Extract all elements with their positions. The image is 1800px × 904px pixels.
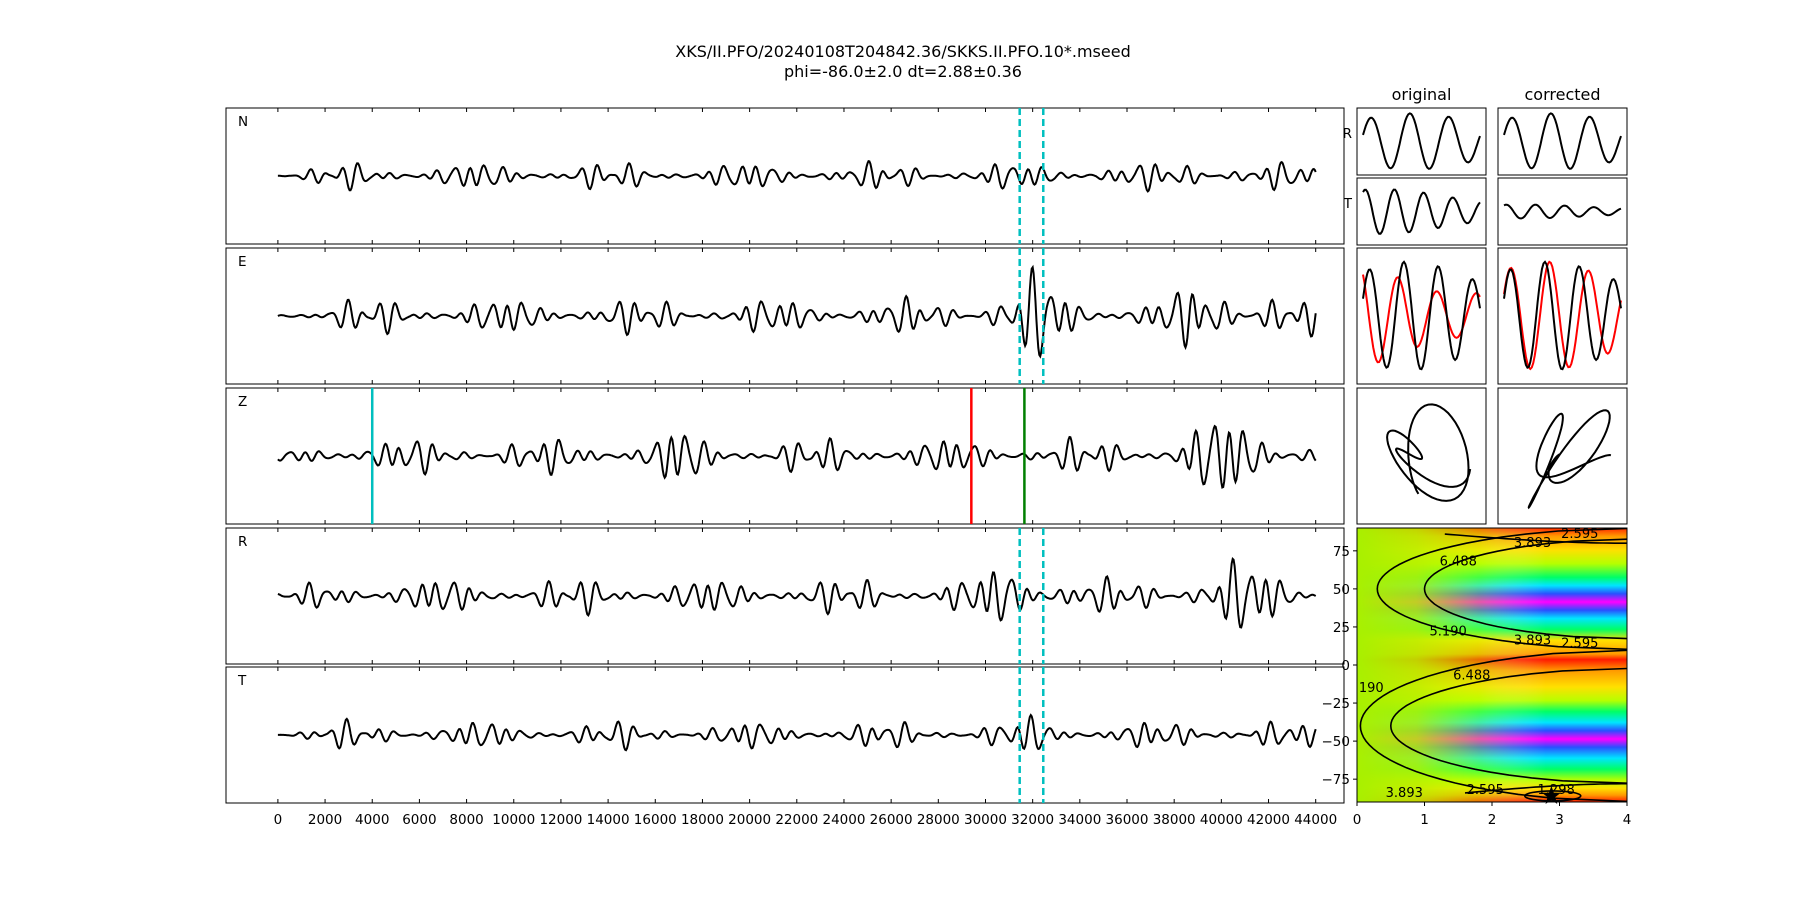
- contour-label: 6.488: [1453, 669, 1490, 684]
- pm-r-trace-1: [1503, 112, 1622, 170]
- pm-row-label-R: R: [1343, 126, 1352, 142]
- pm-hodogram-1: [1527, 409, 1612, 510]
- contour-line-0: [1376, 528, 1627, 651]
- panel-R: [225, 527, 1345, 665]
- pm-panel-1-0: [1497, 107, 1628, 176]
- waveform-T: [277, 713, 1317, 752]
- x-tick-label: 36000: [1106, 812, 1149, 828]
- panel-Z: [225, 387, 1345, 525]
- es-y-tick-label: 75: [1333, 544, 1350, 560]
- waveform-R: [277, 557, 1317, 629]
- x-tick-label: 42000: [1247, 812, 1290, 828]
- contour-line-2: [1359, 649, 1627, 802]
- es-x-tick-label: 1: [1420, 812, 1429, 828]
- contour-edge-1: [1464, 782, 1627, 794]
- x-tick-label: 38000: [1153, 812, 1196, 828]
- x-tick-label: 22000: [775, 812, 818, 828]
- waveform-N: [277, 160, 1317, 193]
- panel-label-T: T: [237, 673, 247, 689]
- contour-label: 6.488: [1440, 554, 1477, 569]
- waveform-E: [277, 264, 1317, 359]
- pm-panel-0-2: [1356, 247, 1487, 385]
- x-tick-label: 34000: [1058, 812, 1101, 828]
- pm-hodogram-0: [1386, 403, 1472, 502]
- contour-label: 2.595: [1561, 527, 1598, 542]
- pm-panel-0-0: [1356, 107, 1487, 176]
- pm-fast-trace-0: [1362, 274, 1481, 364]
- pm-panel-1-2: [1497, 247, 1628, 385]
- pm-t-trace-0: [1362, 188, 1481, 235]
- es-y-tick-label: 0: [1341, 658, 1350, 674]
- pm-t-trace-1: [1503, 203, 1622, 220]
- pm-col-title-original: original: [1392, 85, 1452, 104]
- x-tick-label: 10000: [492, 812, 535, 828]
- pm-panel-1-3: [1497, 387, 1628, 525]
- pm-slow-trace-1: [1503, 260, 1622, 371]
- contour-label: 5.190: [1430, 625, 1467, 640]
- panel-label-Z: Z: [238, 394, 247, 410]
- panel-E: [225, 247, 1345, 385]
- x-tick-label: 26000: [870, 812, 913, 828]
- x-tick-label: 8000: [449, 812, 483, 828]
- es-y-tick-label: 25: [1333, 620, 1350, 636]
- x-tick-label: 20000: [728, 812, 771, 828]
- panel-N: [225, 107, 1345, 245]
- es-y-tick-label: 50: [1333, 582, 1350, 598]
- error-surface-fade: [1357, 528, 1627, 802]
- contour-label: 3.893: [1386, 786, 1423, 801]
- es-y-tick-label: −50: [1322, 734, 1351, 750]
- panel-label-E: E: [238, 254, 247, 270]
- contour-line-1: [1423, 538, 1627, 640]
- contour-label: 3.893: [1514, 634, 1551, 649]
- x-tick-label: 24000: [822, 812, 865, 828]
- es-y-tick-label: −25: [1322, 696, 1351, 712]
- x-tick-label: 44000: [1294, 812, 1337, 828]
- pm-slow-trace-0: [1362, 260, 1481, 371]
- panel-label-N: N: [238, 114, 248, 130]
- es-x-tick-label: 4: [1623, 812, 1632, 828]
- x-tick-label: 18000: [681, 812, 724, 828]
- x-tick-label: 14000: [587, 812, 630, 828]
- x-tick-label: 30000: [964, 812, 1007, 828]
- x-tick-label: 28000: [917, 812, 960, 828]
- pm-row-label-T: T: [1343, 196, 1353, 212]
- waveform-panels: N E Z R T 0 2000 4000 6000 8000 10000 12000 14000 160…: [225, 107, 1345, 828]
- x-tick-label: 0: [274, 812, 283, 828]
- es-x-tick-label: 3: [1555, 812, 1564, 828]
- error-surface-panel: 2.595 3.893 6.488 5.190 3.893 2.595 6.488 5.190…: [1322, 527, 1632, 828]
- x-tick-label: 2000: [308, 812, 342, 828]
- es-y-tick-label: −75: [1322, 772, 1351, 788]
- pm-r-trace-0: [1362, 112, 1481, 170]
- waveform-Z: [277, 424, 1317, 489]
- x-tick-label: 4000: [355, 812, 389, 828]
- contour-label: 2.595: [1561, 637, 1598, 652]
- x-tick-label: 6000: [402, 812, 436, 828]
- contour-label: 3.893: [1514, 536, 1551, 551]
- pm-fast-trace-1: [1503, 260, 1622, 371]
- contour-label: 5.190: [1346, 681, 1383, 696]
- pm-panel-0-1: [1356, 177, 1487, 246]
- x-tick-label: 32000: [1011, 812, 1054, 828]
- best-fit-marker: [1541, 785, 1561, 804]
- chart-title: XKS/II.PFO/20240108T204842.36/SKKS.II.PF…: [675, 42, 1130, 61]
- contour-line-3: [1389, 667, 1627, 784]
- x-tick-label: 40000: [1200, 812, 1243, 828]
- contour-edge-0: [1444, 533, 1627, 544]
- pm-col-title-corrected: corrected: [1524, 85, 1600, 104]
- x-tick-label: 16000: [634, 812, 677, 828]
- es-x-tick-label: 2: [1488, 812, 1497, 828]
- x-tick-label: 12000: [539, 812, 582, 828]
- panel-T: [225, 666, 1345, 804]
- pm-panel-1-1: [1497, 177, 1628, 246]
- particle-motion-panels: original corrected R T: [1343, 85, 1628, 525]
- panel-label-R: R: [238, 534, 247, 550]
- contour-label: 2.595: [1467, 783, 1504, 798]
- chart-subtitle: phi=-86.0±2.0 dt=2.88±0.36: [784, 62, 1022, 81]
- es-x-tick-label: 0: [1353, 812, 1362, 828]
- pm-panel-0-3: [1356, 387, 1487, 525]
